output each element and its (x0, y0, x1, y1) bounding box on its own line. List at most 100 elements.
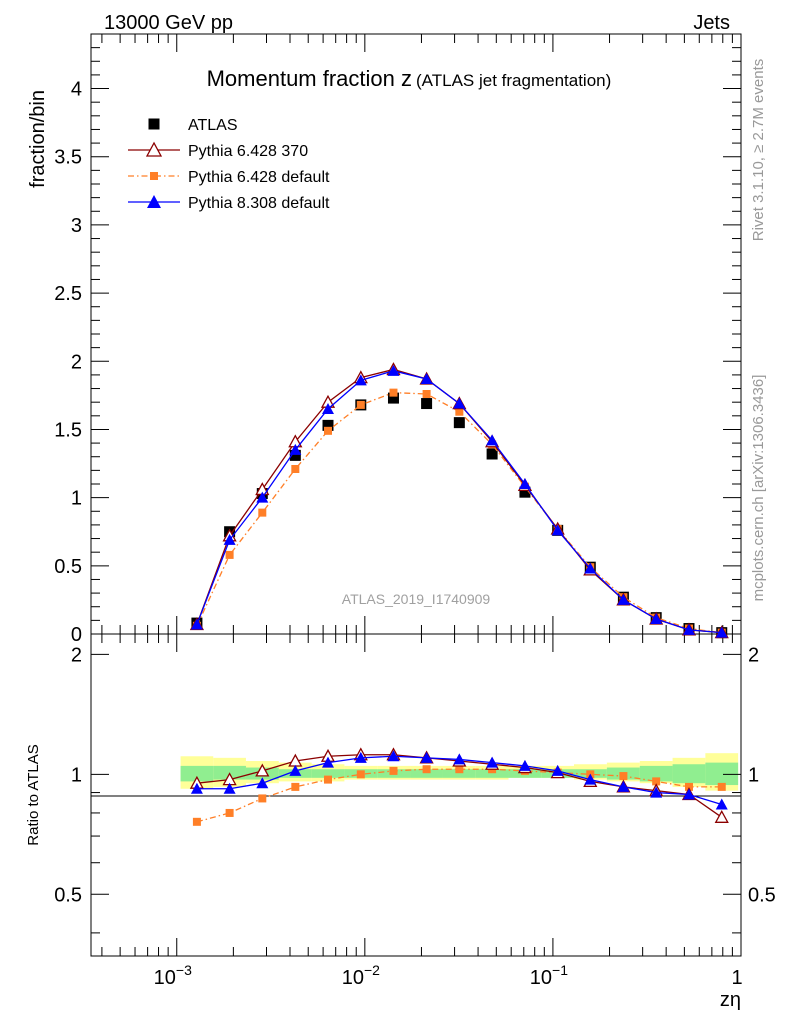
data-point-pythia-6-428-default (291, 465, 300, 473)
legend-label-pythia-8-308-default: Pythia 8.308 default (188, 195, 330, 212)
data-point-pythia-8-308-default (551, 524, 564, 536)
data-point-atlas (453, 417, 465, 429)
ratio-tick-label-right: 0.5 (748, 884, 776, 906)
ratio-tick-label-right: 2 (748, 644, 759, 666)
ratio-point-pythia-8-308-default (223, 782, 236, 794)
y-tick-label: 1.5 (54, 419, 82, 441)
data-point-pythia-8-308-default (617, 593, 630, 605)
data-point-pythia-6-428-default (356, 400, 365, 409)
data-point-atlas (387, 392, 399, 404)
header-process: 13000 GeV pp (104, 12, 233, 34)
chart-title: Momentum fraction z (207, 66, 412, 91)
data-point-pythia-8-308-default (486, 434, 499, 446)
data-point-atlas (519, 486, 531, 498)
x-tick-label: 10−2 (342, 962, 380, 989)
ratio-point-pythia-6-428-default (619, 772, 628, 781)
data-point-pythia-6-428-default (258, 508, 267, 517)
y-tick-label: 3 (71, 215, 82, 237)
ratio-point-pythia-8-308-default (321, 756, 334, 768)
ratio-point-pythia-8-308-default (256, 777, 269, 789)
ratio-band-inner (639, 765, 673, 782)
ratio-point-pythia-8-308-default (617, 780, 630, 792)
analysis-watermark: ATLAS_2019_I1740909 (342, 591, 491, 607)
ratio-axis-label: Ratio to ATLAS (25, 744, 42, 845)
ratio-point-pythia-6-428-370 (255, 763, 270, 777)
ratio-band-inner (180, 765, 214, 782)
legend-label-pythia-6-428-default: Pythia 6.428 default (188, 169, 330, 186)
legend-marker-pythia-8-308-default (147, 195, 161, 208)
x-tick-label: 1 (731, 967, 742, 989)
x-axis-tick-labels: 10−3 10−2 10−1 1 (154, 962, 743, 989)
ratio-point-pythia-8-308-default (584, 773, 597, 785)
ratio-point-pythia-8-308-default (551, 764, 564, 776)
y-tick-label: 2.5 (54, 283, 82, 305)
ratio-band-inner (311, 769, 345, 778)
rivet-version-label: Rivet 3.1.10, ≥ 2.7M events (750, 59, 767, 242)
ratio-point-pythia-6-428-default (356, 770, 365, 779)
ratio-point-pythia-8-308-default (682, 788, 695, 800)
ratio-point-pythia-6-428-default (455, 765, 464, 774)
y-tick-label: 3.5 (54, 147, 82, 169)
legend-label-pythia-6-428-370: Pythia 6.428 370 (188, 143, 308, 160)
data-point-atlas (289, 449, 301, 461)
data-point-atlas (421, 398, 433, 410)
x-tick-label: 10−3 (154, 962, 192, 989)
ratio-point-pythia-6-428-default (192, 817, 201, 826)
ratio-point-pythia-6-428-default (323, 775, 332, 784)
ratio-point-pythia-6-428-default (225, 808, 234, 817)
y-tick-label: 0.5 (54, 556, 82, 578)
ratio-tick-label-right: 1 (748, 764, 759, 786)
data-point-pythia-6-428-default (389, 388, 398, 397)
data-point-pythia-8-308-default (584, 562, 597, 574)
ratio-tick-label-left: 2 (71, 644, 82, 666)
ratio-band-inner (672, 764, 706, 784)
x-tick-label: 10−1 (530, 962, 568, 989)
ratio-point-pythia-8-308-default (354, 751, 367, 763)
legend-marker-atlas (148, 118, 160, 130)
legend: ATLAS Pythia 6.428 370 Pythia 6.428 defaul… (128, 117, 330, 212)
y-axis-tick-labels: 0 0.5 1 1.5 2 2.5 3 3.5 4 (54, 79, 82, 646)
ratio-point-pythia-6-428-default (717, 782, 726, 791)
data-point-pythia-8-308-default (289, 443, 302, 455)
ratio-point-pythia-8-308-default (650, 786, 663, 798)
mcplots-credit-label: mcplots.cern.ch [arXiv:1306.3436] (750, 375, 767, 602)
ratio-point-pythia-6-428-default (422, 765, 431, 774)
data-point-atlas (486, 448, 498, 460)
chart-subtitle: (ATLAS jet fragmentation) (416, 71, 611, 90)
data-point-atlas (322, 419, 334, 431)
ratio-point-pythia-6-428-370 (714, 809, 729, 823)
ratio-point-pythia-6-428-default (291, 782, 300, 791)
data-point-pythia-8-308-default (354, 374, 367, 386)
ratio-point-pythia-6-428-default (258, 794, 267, 803)
y-axis-label: fraction/bin (27, 90, 49, 188)
ratio-point-pythia-6-428-default (684, 782, 693, 791)
legend-marker-pythia-6-428-default (150, 172, 158, 180)
main-series-layer (189, 362, 729, 639)
data-point-pythia-8-308-default (518, 478, 531, 489)
ratio-point-pythia-8-308-default (420, 751, 433, 763)
data-point-pythia-8-308-default (650, 613, 663, 624)
ratio-point-pythia-8-308-default (453, 753, 466, 765)
ratio-point-pythia-8-308-default (518, 759, 531, 771)
data-point-pythia-8-308-default (715, 626, 728, 638)
data-point-pythia-8-308-default (321, 403, 334, 414)
data-point-pythia-6-428-default (455, 407, 464, 416)
data-point-pythia-8-308-default (387, 364, 400, 376)
legend-label-atlas: ATLAS (188, 117, 238, 134)
data-point-pythia-8-308-default (223, 533, 236, 545)
ratio-series-layer (189, 747, 729, 826)
ratio-band-inner (705, 762, 739, 786)
header-category: Jets (693, 12, 730, 34)
ratio-point-pythia-6-428-default (652, 777, 661, 786)
y-tick-label: 2 (71, 351, 82, 373)
ratio-point-pythia-8-308-default (387, 750, 400, 762)
y-tick-label: 1 (71, 488, 82, 510)
y-tick-label: 0 (71, 624, 82, 646)
ratio-point-pythia-8-308-default (190, 782, 203, 794)
ratio-axis-tick-labels: 0.5 0.5 1 1 2 2 (54, 644, 776, 906)
data-point-pythia-8-308-default (682, 623, 695, 635)
x-axis-label: zη (720, 989, 741, 1011)
legend-marker-pythia-6-428-370 (145, 141, 163, 157)
